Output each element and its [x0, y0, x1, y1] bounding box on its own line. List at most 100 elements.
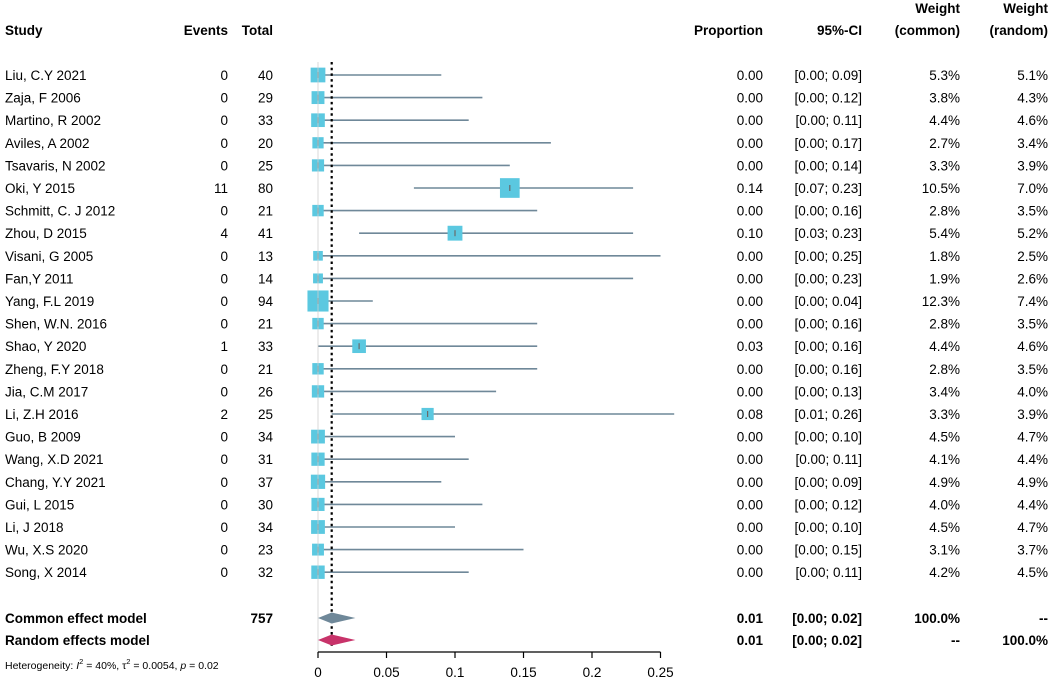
- het-prefix: Heterogeneity:: [5, 660, 76, 672]
- study-events: 0: [220, 430, 228, 445]
- study-proportion: 0.03: [737, 339, 763, 354]
- study-weight-common: 4.4%: [929, 339, 960, 354]
- study-name: Martino, R 2002: [5, 113, 101, 128]
- random-model-label: Random effects model: [5, 633, 150, 648]
- study-total: 33: [258, 339, 273, 354]
- study-name: Shen, W.N. 2016: [5, 317, 107, 332]
- het-tau-value: = 0.0054,: [130, 660, 180, 672]
- study-total: 13: [258, 249, 273, 264]
- common-model-total: 757: [250, 611, 273, 626]
- study-proportion: 0.00: [737, 249, 763, 264]
- study-events: 0: [220, 271, 228, 286]
- study-name: Zhou, D 2015: [5, 226, 87, 241]
- study-weight-common: 2.7%: [929, 136, 960, 151]
- plot-marks: [307, 62, 675, 652]
- study-weight-common: 10.5%: [922, 181, 960, 196]
- study-weight-random: 2.6%: [1017, 271, 1048, 286]
- study-weight-random: 4.5%: [1017, 565, 1048, 580]
- study-weight-random: 4.6%: [1017, 113, 1048, 128]
- het-p-value: = 0.02: [186, 660, 219, 672]
- study-ci: [0.00; 0.10]: [794, 520, 862, 535]
- study-events: 0: [220, 204, 228, 219]
- study-proportion: 0.00: [737, 136, 763, 151]
- study-name: Chang, Y.Y 2021: [5, 475, 106, 490]
- study-proportion: 0.00: [737, 384, 763, 399]
- study-weight-common: 3.3%: [929, 158, 960, 173]
- study-ci: [0.00; 0.04]: [794, 294, 862, 309]
- study-name: Wang, X.D 2021: [5, 452, 104, 467]
- study-weight-random: 3.5%: [1017, 362, 1048, 377]
- common-model-label: Common effect model: [5, 611, 147, 626]
- study-proportion: 0.10: [737, 226, 763, 241]
- study-total: 40: [258, 68, 273, 83]
- study-weight-common: 5.3%: [929, 68, 960, 83]
- study-proportion: 0.00: [737, 204, 763, 219]
- study-weight-random: 4.4%: [1017, 452, 1048, 467]
- header-weight-common-1: Weight: [915, 1, 960, 16]
- study-weight-random: 4.3%: [1017, 91, 1048, 106]
- study-ci: [0.00; 0.25]: [794, 249, 862, 264]
- study-ci: [0.00; 0.16]: [794, 317, 862, 332]
- study-ci: [0.00; 0.11]: [795, 452, 862, 467]
- study-events: 0: [220, 475, 228, 490]
- common-model-proportion: 0.01: [737, 611, 764, 626]
- study-total: 14: [258, 271, 274, 286]
- het-tau-symbol: τ: [122, 660, 127, 672]
- study-proportion: 0.00: [737, 497, 763, 512]
- study-ci: [0.00; 0.17]: [794, 136, 862, 151]
- study-total: 30: [258, 497, 273, 512]
- study-events: 0: [220, 91, 228, 106]
- study-proportion: 0.00: [737, 91, 763, 106]
- study-total: 20: [258, 136, 273, 151]
- study-events: 0: [220, 384, 228, 399]
- study-proportion: 0.00: [737, 271, 763, 286]
- study-events: 4: [220, 226, 228, 241]
- study-ci: [0.00; 0.16]: [794, 362, 862, 377]
- study-total: 25: [258, 407, 273, 422]
- study-weight-common: 2.8%: [929, 204, 960, 219]
- study-events: 0: [220, 565, 228, 580]
- study-ci: [0.01; 0.26]: [794, 407, 862, 422]
- study-weight-random: 4.4%: [1017, 497, 1048, 512]
- study-name: Guo, B 2009: [5, 430, 81, 445]
- study-ci: [0.00; 0.23]: [794, 271, 862, 286]
- study-name: Wu, X.S 2020: [5, 543, 88, 558]
- study-weight-common: 3.3%: [929, 407, 960, 422]
- study-proportion: 0.00: [737, 430, 763, 445]
- study-weight-common: 3.8%: [929, 91, 960, 106]
- study-events: 0: [220, 68, 228, 83]
- header-ci: 95%-CI: [817, 23, 862, 38]
- random-model-ci: [0.00; 0.02]: [792, 633, 862, 648]
- study-total: 23: [258, 543, 273, 558]
- study-weight-common: 12.3%: [922, 294, 960, 309]
- study-weight-random: 3.7%: [1017, 543, 1048, 558]
- study-total: 33: [258, 113, 273, 128]
- study-name: Jia, C.M 2017: [5, 384, 88, 399]
- x-tick-label: 0.25: [647, 665, 673, 680]
- study-events: 0: [220, 520, 228, 535]
- random-model-weight-random: 100.0%: [1002, 633, 1048, 648]
- study-weight-random: 5.2%: [1017, 226, 1048, 241]
- study-total: 25: [258, 158, 273, 173]
- study-total: 94: [258, 294, 274, 309]
- study-weight-random: 3.9%: [1017, 158, 1048, 173]
- study-proportion: 0.00: [737, 294, 763, 309]
- study-proportion: 0.00: [737, 113, 763, 128]
- study-weight-random: 2.5%: [1017, 249, 1048, 264]
- header-weight-common-2: (common): [895, 23, 960, 38]
- study-weight-common: 2.8%: [929, 362, 960, 377]
- study-ci: [0.00; 0.16]: [794, 339, 862, 354]
- study-weight-random: 3.4%: [1017, 136, 1048, 151]
- study-proportion: 0.00: [737, 543, 763, 558]
- study-weight-common: 1.8%: [929, 249, 960, 264]
- study-name: Shao, Y 2020: [5, 339, 86, 354]
- study-weight-common: 4.2%: [929, 565, 960, 580]
- study-ci: [0.00; 0.11]: [795, 565, 862, 580]
- study-proportion: 0.00: [737, 362, 763, 377]
- study-total: 21: [258, 204, 273, 219]
- study-name: Schmitt, C. J 2012: [5, 204, 115, 219]
- study-events: 11: [214, 181, 228, 196]
- study-name: Liu, C.Y 2021: [5, 68, 87, 83]
- pooled-rows: Common effect model 757 0.01 [0.00; 0.02…: [5, 611, 1048, 648]
